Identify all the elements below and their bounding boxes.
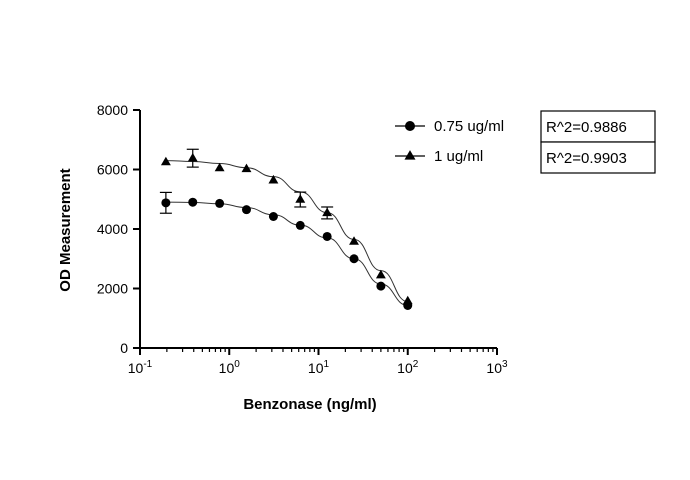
data-point (214, 162, 225, 172)
r-squared-box (540, 141, 656, 174)
x-tick-exponent: 1 (324, 359, 330, 370)
legend-label: 0.75 ug/ml (434, 118, 504, 135)
series-2 (160, 148, 413, 305)
series-1 (159, 191, 413, 310)
y-tick-label: 2000 (97, 281, 128, 297)
data-point (161, 198, 171, 208)
data-point (160, 156, 171, 166)
x-tick-label: 102 (397, 359, 419, 376)
x-tick-label: 103 (486, 359, 508, 376)
data-point (402, 295, 413, 305)
data-point (375, 269, 386, 279)
x-tick-base: 10 (397, 360, 413, 376)
data-point (268, 212, 278, 222)
data-point (241, 205, 251, 215)
x-tick-label: 10-1 (128, 359, 153, 376)
legend-entry-1: 0.75 ug/ml R^2=0.9886 (395, 110, 656, 143)
x-tick-base: 10 (128, 360, 144, 376)
data-point (349, 236, 359, 245)
data-point (349, 254, 359, 264)
data-point (295, 220, 305, 230)
r-squared-label: R^2=0.9886 (546, 119, 627, 136)
r-squared-label: R^2=0.9903 (546, 150, 627, 167)
r-squared-box (540, 110, 656, 143)
plot-area (159, 148, 413, 310)
y-axis-title: OD Measurement (57, 168, 74, 291)
y-tick-label: 8000 (97, 102, 128, 118)
y-tick-label: 4000 (97, 221, 128, 237)
x-tick-label: 100 (219, 359, 241, 376)
legend-entry-2: 1 ug/ml R^2=0.9903 (395, 141, 656, 174)
x-tick-exponent: -1 (143, 359, 152, 370)
data-point (241, 163, 252, 173)
fit-curve (165, 160, 408, 303)
data-point (376, 281, 386, 291)
data-point (295, 194, 306, 203)
data-point (322, 231, 332, 241)
x-tick-base: 10 (308, 360, 324, 376)
x-tick-base: 10 (219, 360, 235, 376)
data-point (215, 198, 225, 208)
legend-label: 1 ug/ml (434, 148, 483, 165)
x-tick-exponent: 0 (234, 359, 240, 370)
x-axis-title: Benzonase (ng/ml) (243, 396, 376, 413)
legend-marker (404, 150, 416, 160)
x-tick-exponent: 3 (502, 359, 508, 370)
data-point (322, 207, 333, 217)
fit-curve (165, 201, 408, 306)
y-tick-label: 6000 (97, 162, 128, 178)
data-point (187, 152, 198, 162)
x-tick-exponent: 2 (413, 359, 419, 370)
x-tick-base: 10 (486, 360, 502, 376)
x-tick-label: 101 (308, 359, 330, 376)
legend-marker (405, 121, 415, 131)
y-tick-label: 0 (120, 340, 128, 356)
legend: 0.75 ug/ml R^2=0.9886 1 ug/ml R^2=0.9903 (395, 110, 656, 174)
data-point (188, 197, 198, 207)
data-point (268, 174, 279, 184)
